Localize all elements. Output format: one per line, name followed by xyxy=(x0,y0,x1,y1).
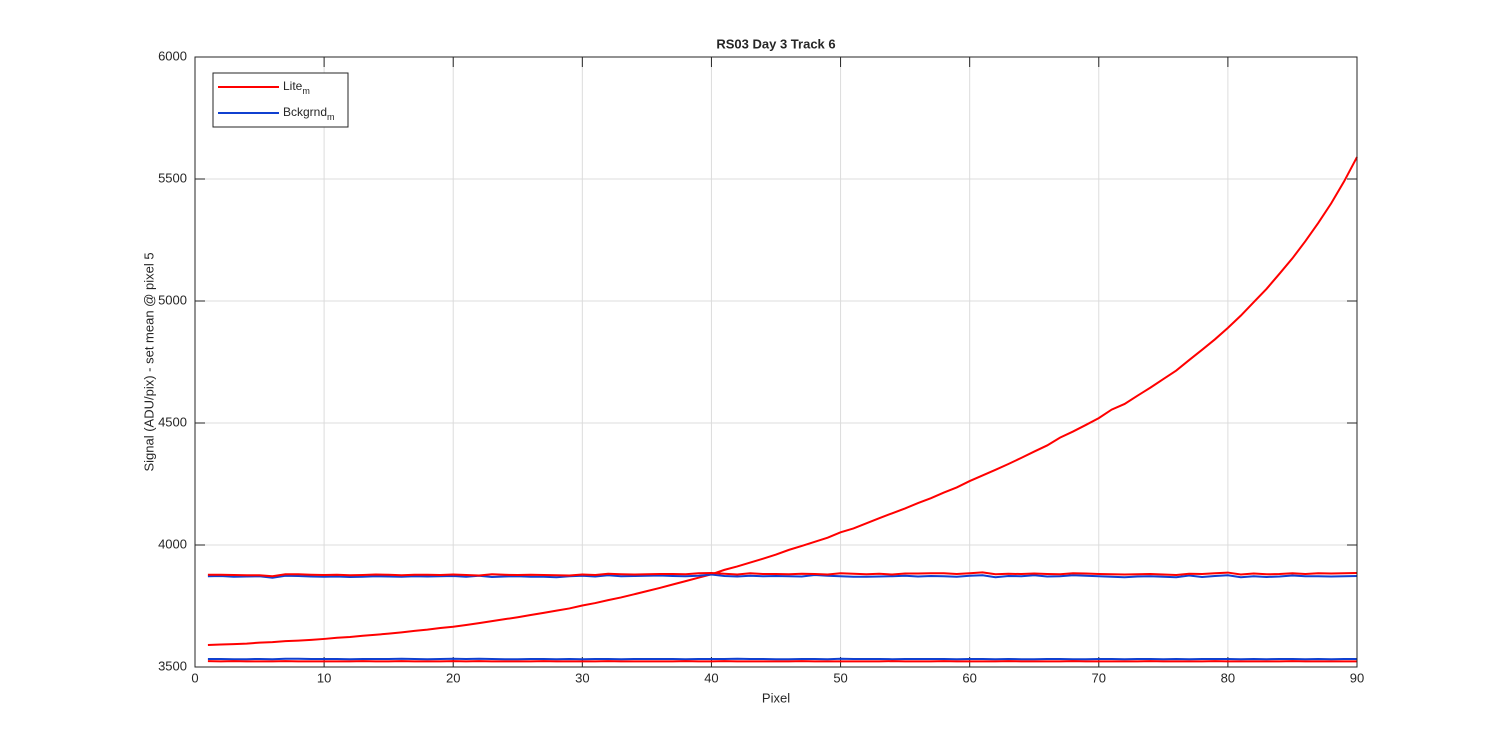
x-tick-label: 60 xyxy=(962,670,976,685)
x-tick-label: 0 xyxy=(191,670,198,685)
x-tick-label: 80 xyxy=(1221,670,1235,685)
chart-title: RS03 Day 3 Track 6 xyxy=(716,36,835,51)
y-tick-label: 4000 xyxy=(158,536,187,551)
x-tick-label: 50 xyxy=(833,670,847,685)
x-tick-label: 10 xyxy=(317,670,331,685)
x-tick-label: 30 xyxy=(575,670,589,685)
y-axis-label: Signal (ADU/pix) - set mean @ pixel 5 xyxy=(141,252,156,471)
plot-box xyxy=(194,56,1358,668)
x-tick-label: 90 xyxy=(1350,670,1364,685)
x-tick-label: 70 xyxy=(1092,670,1106,685)
y-tick-label: 5000 xyxy=(158,292,187,307)
series-line xyxy=(207,573,1358,579)
series-line xyxy=(207,156,1358,647)
x-tick-label: 40 xyxy=(704,670,718,685)
series-line xyxy=(207,571,1358,578)
y-tick-label: 3500 xyxy=(158,658,187,673)
y-tick-label: 6000 xyxy=(158,48,187,63)
legend-box xyxy=(212,72,349,128)
legend-label: Bckgrndm xyxy=(283,105,335,122)
x-axis-label: Pixel xyxy=(762,690,790,705)
x-tick-label: 20 xyxy=(446,670,460,685)
y-tick-label: 5500 xyxy=(158,170,187,185)
y-tick-label: 4500 xyxy=(158,414,187,429)
